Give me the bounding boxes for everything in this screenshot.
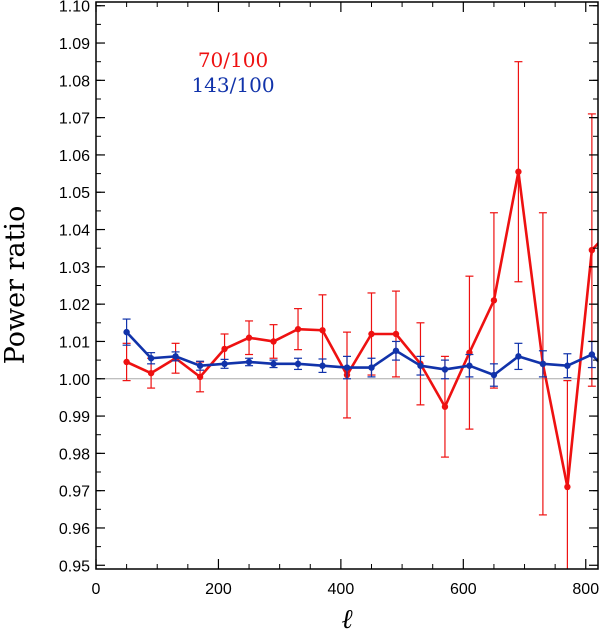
y-tick-label: 1.05 — [59, 185, 90, 202]
y-tick-label: 0.98 — [59, 446, 90, 463]
data-point — [490, 371, 498, 379]
data-point — [172, 353, 179, 360]
data-point — [368, 364, 375, 371]
data-point — [294, 325, 302, 333]
data-point — [221, 345, 228, 353]
data-point — [294, 360, 302, 368]
y-tick-label: 0.99 — [59, 409, 90, 426]
data-point — [441, 403, 449, 410]
data-point — [515, 168, 522, 175]
x-tick-label: 200 — [205, 581, 232, 598]
y-tick-label: 0.95 — [59, 558, 90, 575]
data-point — [392, 330, 400, 338]
data-point — [417, 362, 424, 369]
x-tick-label: 400 — [328, 581, 355, 598]
data-point — [196, 373, 204, 381]
data-point — [319, 362, 326, 369]
y-tick-label: 1.01 — [59, 334, 90, 351]
x-axis-label: ℓ — [341, 604, 353, 635]
x-tick-label: 0 — [92, 581, 101, 598]
data-point — [343, 364, 351, 371]
y-tick-label: 1.08 — [59, 73, 90, 90]
data-point — [123, 358, 130, 366]
data-point — [270, 338, 277, 345]
data-point — [147, 355, 155, 362]
y-tick-label: 1.00 — [59, 372, 90, 389]
y-axis-label: Power ratio — [0, 206, 31, 365]
plot-frame — [95, 1, 599, 570]
y-tick-label: 1.07 — [59, 111, 90, 128]
data-point — [221, 360, 228, 368]
series-line — [125, 331, 598, 377]
data-point — [490, 297, 498, 304]
y-tick-label: 1.06 — [59, 148, 90, 165]
y-tick-label: 1.04 — [59, 223, 90, 240]
series-line — [126, 170, 598, 489]
data-point — [539, 360, 547, 368]
series-1 — [122, 318, 598, 387]
data-point — [564, 362, 571, 369]
y-tick-label: 1.09 — [59, 36, 90, 53]
data-point — [466, 362, 473, 369]
data-point — [564, 483, 571, 491]
data-point — [245, 358, 253, 366]
data-point — [245, 334, 253, 341]
y-tick-label: 1.02 — [59, 297, 90, 314]
y-tick-label: 0.96 — [59, 521, 90, 538]
data-point — [147, 369, 155, 377]
data-point — [588, 351, 596, 358]
y-tick-label: 0.97 — [59, 484, 90, 501]
y-tick-label: 1.03 — [59, 260, 90, 277]
data-point — [196, 362, 204, 369]
legend-143-100: 143/100 — [191, 73, 274, 97]
x-tick-label: 800 — [572, 581, 599, 598]
series-0 — [122, 61, 598, 569]
data-point — [392, 347, 400, 354]
x-tick-label: 600 — [450, 581, 477, 598]
data-point — [270, 360, 277, 368]
legend-70-100: 70/100 — [198, 48, 268, 72]
data-point — [123, 328, 130, 336]
data-point — [441, 366, 449, 373]
data-point — [515, 353, 522, 360]
data-point — [368, 330, 375, 338]
y-tick-label: 1.10 — [59, 0, 90, 16]
data-point — [319, 327, 326, 334]
